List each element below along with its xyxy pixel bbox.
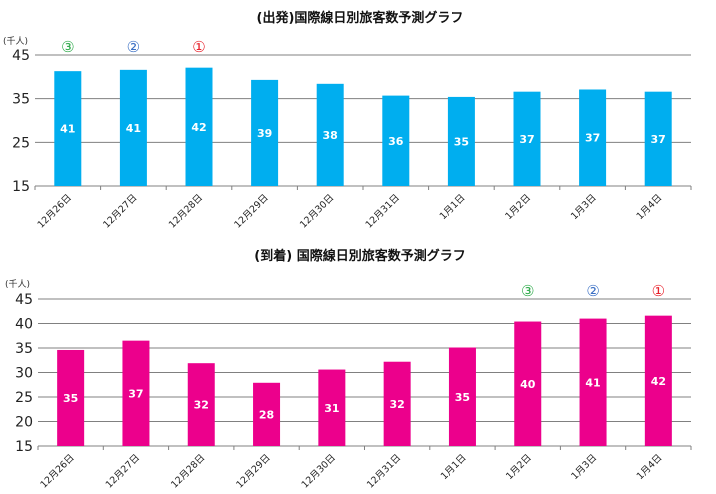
departure-x-ticks: 12月26日 12月27日 12月28日 12月29日 12月30日 12月31日 1月1日… [36, 192, 665, 230]
arrival-rank-marker: ① [652, 282, 665, 300]
departure-x-tick-label: 12月27日 [101, 192, 139, 230]
departure-data-label: 37 [585, 132, 600, 145]
arrival-y-tick-label: 25 [15, 390, 33, 406]
departure-bar [251, 79, 279, 186]
arrival-bar [644, 315, 672, 446]
arrival-x-tick-label: 12月26日 [38, 452, 76, 490]
arrival-bar [383, 361, 411, 446]
departure-data-label: 39 [257, 127, 272, 140]
arrival-y-tick-label: 30 [15, 366, 33, 382]
arrival-data-label: 41 [585, 376, 600, 389]
arrival-x-tick-label: 12月31日 [365, 452, 403, 490]
arrival-bar [579, 318, 607, 446]
departure-y-ticks: 15 25 35 45 [12, 48, 30, 195]
arrival-x-ticks: 12月26日 12月27日 12月28日 12月29日 12月30日 12月31日 1月1日… [38, 452, 664, 490]
departure-bar [447, 96, 475, 186]
departure-bar [185, 67, 213, 186]
arrival-bar [448, 347, 476, 446]
arrival-rank-marker: ③ [521, 282, 534, 300]
arrival-x-tick-label: 1月2日 [504, 452, 534, 482]
arrival-bar [253, 382, 281, 446]
departure-x-tick-label: 12月31日 [364, 192, 402, 230]
arrival-y-tick-label: 40 [15, 317, 33, 333]
arrival-bar [514, 321, 542, 446]
arrival-x-tick-label: 12月27日 [104, 452, 142, 490]
departure-y-tick-label: 45 [12, 48, 30, 64]
departure-chart-title: (出発)国際線日別旅客数予測グラフ [257, 10, 464, 26]
arrival-x-tick-label: 12月30日 [300, 452, 338, 490]
departure-data-label: 41 [126, 122, 141, 135]
departure-rank-marker: ③ [61, 38, 74, 56]
departure-bar [119, 69, 147, 186]
departure-bar [54, 71, 82, 186]
arrival-data-labels: 35 37 32 28 31 32 35 40 41 42 [63, 375, 666, 422]
departure-bars [54, 67, 672, 186]
departure-data-label: 37 [519, 133, 534, 146]
departure-rank-marker: ① [192, 38, 205, 56]
arrival-rank-markers: ③ ② ① [521, 282, 665, 300]
departure-bar [513, 91, 541, 186]
arrival-y-tick-label: 15 [15, 439, 33, 455]
arrival-bars [57, 315, 672, 446]
departure-unit-label: (千人) [3, 36, 28, 47]
departure-y-tick-label: 25 [12, 135, 30, 151]
arrival-y-tick-label: 20 [15, 415, 33, 431]
departure-x-tick-label: 12月26日 [36, 192, 74, 230]
arrival-bar [57, 349, 85, 446]
departure-data-label: 38 [323, 129, 338, 142]
departure-bar [579, 89, 607, 186]
departure-data-labels: 41 41 42 39 38 36 35 37 37 37 [60, 121, 666, 149]
arrival-rank-marker: ② [586, 282, 599, 300]
arrival-data-label: 37 [128, 387, 143, 400]
arrival-x-tick-label: 1月3日 [569, 452, 599, 482]
departure-x-tick-label: 1月3日 [569, 192, 599, 222]
departure-x-tick-label: 1月4日 [635, 192, 665, 222]
arrival-data-label: 32 [389, 398, 404, 411]
arrival-bar [122, 340, 150, 446]
departure-bar [316, 83, 344, 186]
departure-x-tick-label: 12月30日 [298, 192, 336, 230]
departure-bar [644, 91, 672, 186]
arrival-unit-label: (千人) [5, 279, 30, 290]
arrival-bar [187, 363, 215, 446]
arrival-data-label: 35 [63, 392, 78, 405]
arrival-y-ticks: 15 20 25 30 35 40 45 [15, 292, 33, 455]
arrival-y-tick-label: 45 [15, 292, 33, 308]
departure-x-tick-label: 12月28日 [167, 192, 205, 230]
arrival-data-label: 28 [259, 408, 274, 421]
departure-rank-marker: ② [127, 38, 140, 56]
arrival-x-tick-label: 1月4日 [635, 452, 665, 482]
departure-data-label: 36 [388, 135, 404, 148]
arrival-bar [318, 369, 346, 446]
departure-rank-markers: ③ ② ① [61, 38, 206, 56]
departure-data-label: 37 [651, 133, 666, 146]
departure-x-tick-label: 1月2日 [503, 192, 533, 222]
departure-x-tick-label: 1月1日 [438, 192, 468, 222]
arrival-data-label: 32 [194, 399, 209, 412]
departure-y-tick-label: 15 [12, 179, 30, 195]
arrival-data-label: 31 [324, 402, 339, 415]
departure-y-tick-label: 35 [12, 92, 30, 108]
arrival-y-tick-label: 35 [15, 341, 33, 357]
departure-x-tick-label: 12月29日 [232, 192, 270, 230]
arrival-x-tick-label: 12月29日 [234, 452, 272, 490]
arrival-chart: (到着) 国際線日別旅客数予測グラフ (千人) 15 20 25 30 35 40 45 1… [5, 248, 692, 491]
departure-data-label: 42 [191, 121, 206, 134]
departure-data-label: 41 [60, 123, 75, 136]
departure-bar [382, 95, 410, 186]
arrival-chart-title: (到着) 国際線日別旅客数予測グラフ [254, 248, 465, 264]
arrival-x-tick-label: 12月28日 [169, 452, 207, 490]
arrival-data-label: 40 [520, 378, 536, 391]
arrival-x-tick-label: 1月1日 [439, 452, 469, 482]
departure-data-label: 35 [454, 135, 469, 148]
arrival-data-label: 42 [651, 375, 666, 388]
arrival-data-label: 35 [455, 391, 470, 404]
